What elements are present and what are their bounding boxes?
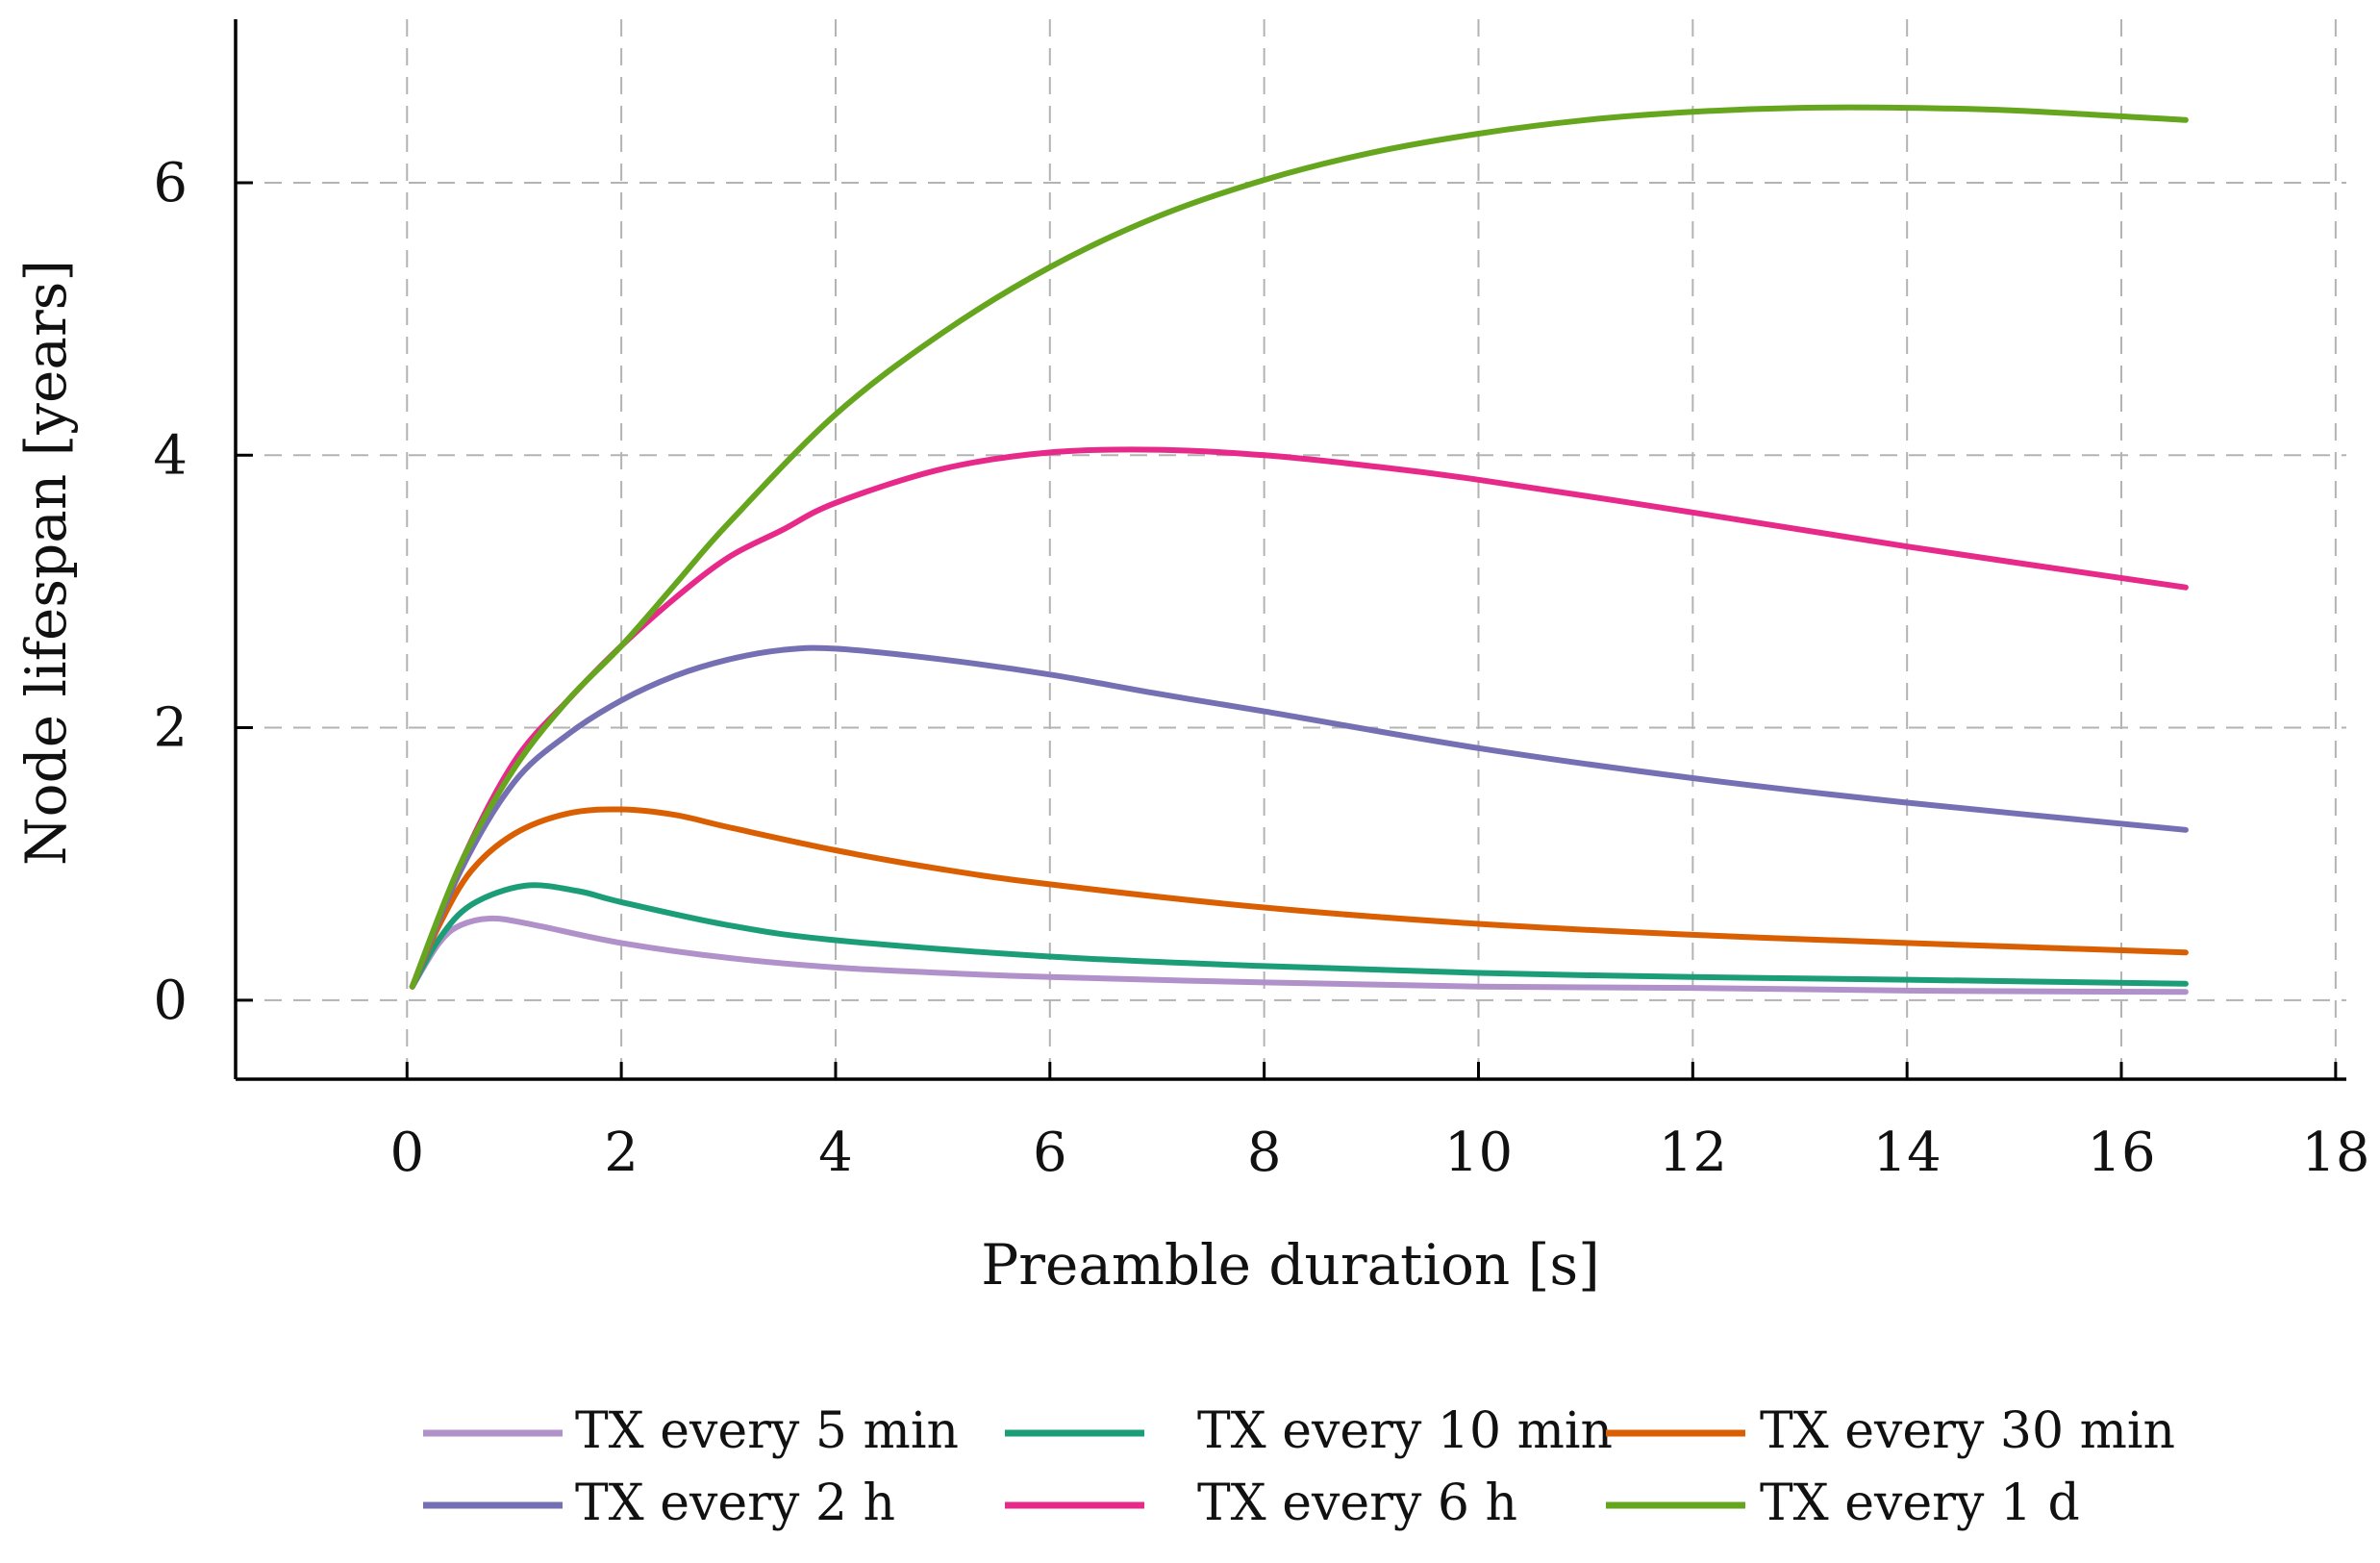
axis-ticks: 0 2 4 6 8 10 12 14 16 18 0 2 4 6 [153, 152, 2369, 1184]
legend-label: TX every 5 min [575, 1402, 959, 1460]
x-tick-label: 14 [1873, 1122, 1942, 1184]
series-lines [409, 104, 2189, 996]
legend-label: TX every 10 min [1197, 1402, 1613, 1460]
x-tick-label: 12 [1659, 1122, 1727, 1184]
x-axis-title: Preamble duration [s] [981, 1232, 1599, 1298]
axes [234, 19, 2346, 1081]
series-line-tx-every-10-min [409, 882, 2189, 990]
x-tick-label: 18 [2301, 1122, 2369, 1184]
legend-label: TX every 6 h [1197, 1475, 1517, 1532]
x-tick-label: 16 [2087, 1122, 2155, 1184]
legend: TX every 5 min TX every 10 min TX every 30… [423, 1402, 2175, 1532]
legend-label: TX every 30 min [1760, 1402, 2175, 1460]
y-tick-label: 4 [153, 424, 188, 487]
series-line-tx-every-2-h [409, 644, 2189, 990]
y-tick-label: 6 [153, 152, 188, 214]
grid-lines [236, 19, 2346, 1079]
x-tick-label: 8 [1247, 1122, 1282, 1184]
y-axis-title: Node lifespan [years] [13, 260, 79, 866]
series-line-tx-every-1-d [409, 104, 2189, 990]
x-tick-label: 0 [389, 1122, 424, 1184]
x-tick-label: 2 [604, 1122, 639, 1184]
y-tick-label: 2 [153, 697, 188, 760]
series-line-tx-every-5-min [409, 915, 2189, 996]
x-tick-label: 4 [818, 1122, 853, 1184]
legend-label: TX every 1 d [1760, 1475, 2080, 1532]
y-tick-label: 0 [153, 970, 188, 1032]
x-tick-label: 6 [1033, 1122, 1067, 1184]
legend-label: TX every 2 h [575, 1475, 895, 1532]
x-tick-label: 10 [1444, 1122, 1513, 1184]
series-line-tx-every-30-min [409, 806, 2189, 990]
